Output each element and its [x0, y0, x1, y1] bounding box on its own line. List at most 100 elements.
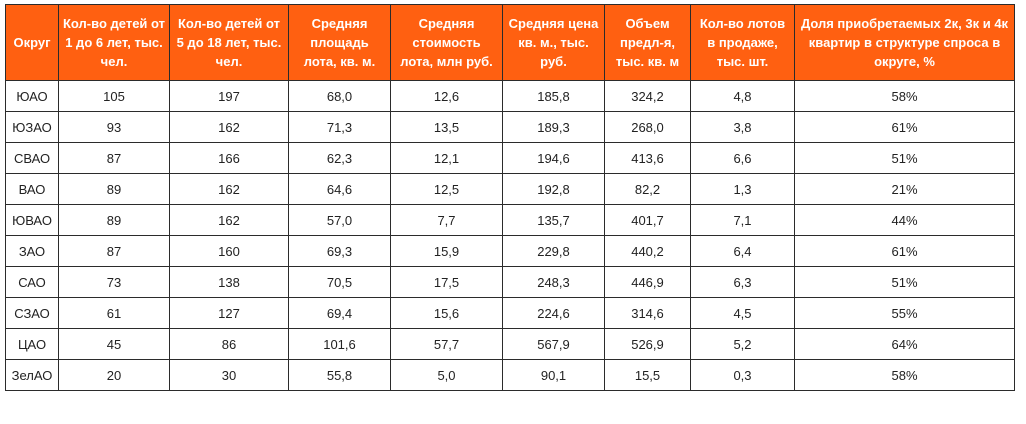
district-cell: ЮЗАО [5, 111, 59, 143]
children-1-6-cell: 87 [58, 235, 170, 267]
avg-lot-cost-cell: 5,0 [390, 359, 503, 391]
lots-for-sale-cell: 6,3 [690, 266, 795, 298]
children-5-18-cell: 166 [169, 142, 289, 174]
avg-lot-area-cell: 69,4 [288, 297, 391, 329]
table-row: ЮЗАО 93 162 71,3 13,5 189,3 268,0 3,8 61% [5, 111, 1015, 143]
demand-share-cell: 61% [794, 235, 1015, 267]
demand-share-cell: 55% [794, 297, 1015, 329]
table-row: ЦАО 45 86 101,6 57,7 567,9 526,9 5,2 64% [5, 328, 1015, 360]
table-row: ЮАО 105 197 68,0 12,6 185,8 324,2 4,8 58% [5, 80, 1015, 112]
supply-volume-cell: 268,0 [604, 111, 691, 143]
children-1-6-cell: 89 [58, 204, 170, 236]
supply-volume-cell: 314,6 [604, 297, 691, 329]
supply-volume-cell: 446,9 [604, 266, 691, 298]
supply-volume-cell: 401,7 [604, 204, 691, 236]
children-5-18-cell: 160 [169, 235, 289, 267]
district-cell: ВАО [5, 173, 59, 205]
children-5-18-cell: 30 [169, 359, 289, 391]
lots-for-sale-cell: 7,1 [690, 204, 795, 236]
demand-share-cell: 64% [794, 328, 1015, 360]
supply-volume-cell: 15,5 [604, 359, 691, 391]
supply-volume-cell: 440,2 [604, 235, 691, 267]
avg-lot-cost-cell: 7,7 [390, 204, 503, 236]
district-cell: ЦАО [5, 328, 59, 360]
table-row: ЮВАО 89 162 57,0 7,7 135,7 401,7 7,1 44% [5, 204, 1015, 236]
avg-lot-cost-cell: 13,5 [390, 111, 503, 143]
demand-share-cell: 58% [794, 80, 1015, 112]
avg-lot-area-cell: 71,3 [288, 111, 391, 143]
avg-price-sqm-cell: 189,3 [502, 111, 605, 143]
header-lots-for-sale: Кол-во лотов в продаже, тыс. шт. [690, 4, 795, 81]
avg-lot-cost-cell: 15,9 [390, 235, 503, 267]
district-cell: ЮАО [5, 80, 59, 112]
demand-share-cell: 61% [794, 111, 1015, 143]
header-children-1-6: Кол-во детей от 1 до 6 лет, тыс. чел. [58, 4, 170, 81]
lots-for-sale-cell: 4,8 [690, 80, 795, 112]
avg-price-sqm-cell: 224,6 [502, 297, 605, 329]
children-1-6-cell: 73 [58, 266, 170, 298]
district-cell: ЗАО [5, 235, 59, 267]
avg-price-sqm-cell: 185,8 [502, 80, 605, 112]
children-5-18-cell: 86 [169, 328, 289, 360]
avg-price-sqm-cell: 192,8 [502, 173, 605, 205]
avg-lot-cost-cell: 12,5 [390, 173, 503, 205]
lots-for-sale-cell: 4,5 [690, 297, 795, 329]
header-avg-lot-cost: Средняя стоимость лота, млн руб. [390, 4, 503, 81]
avg-lot-area-cell: 62,3 [288, 142, 391, 174]
children-5-18-cell: 197 [169, 80, 289, 112]
demand-share-cell: 58% [794, 359, 1015, 391]
header-demand-share: Доля приобретаемых 2к, 3к и 4к квартир в… [794, 4, 1015, 81]
supply-volume-cell: 82,2 [604, 173, 691, 205]
table-row: СЗАО 61 127 69,4 15,6 224,6 314,6 4,5 55% [5, 297, 1015, 329]
children-5-18-cell: 127 [169, 297, 289, 329]
demand-share-cell: 44% [794, 204, 1015, 236]
table-row: САО 73 138 70,5 17,5 248,3 446,9 6,3 51% [5, 266, 1015, 298]
avg-price-sqm-cell: 90,1 [502, 359, 605, 391]
avg-lot-area-cell: 70,5 [288, 266, 391, 298]
lots-for-sale-cell: 6,4 [690, 235, 795, 267]
demand-share-cell: 51% [794, 142, 1015, 174]
table-row: ВАО 89 162 64,6 12,5 192,8 82,2 1,3 21% [5, 173, 1015, 205]
supply-volume-cell: 324,2 [604, 80, 691, 112]
header-children-5-18: Кол-во детей от 5 до 18 лет, тыс. чел. [169, 4, 289, 81]
lots-for-sale-cell: 5,2 [690, 328, 795, 360]
avg-lot-cost-cell: 17,5 [390, 266, 503, 298]
avg-lot-cost-cell: 12,1 [390, 142, 503, 174]
avg-price-sqm-cell: 248,3 [502, 266, 605, 298]
table-row: ЗАО 87 160 69,3 15,9 229,8 440,2 6,4 61% [5, 235, 1015, 267]
district-cell: ЗелАО [5, 359, 59, 391]
avg-lot-cost-cell: 12,6 [390, 80, 503, 112]
header-supply-volume: Объем предл-я, тыс. кв. м [604, 4, 691, 81]
lots-for-sale-cell: 1,3 [690, 173, 795, 205]
header-avg-price-sqm: Средняя цена кв. м., тыс. руб. [502, 4, 605, 81]
children-1-6-cell: 61 [58, 297, 170, 329]
table-row: СВАО 87 166 62,3 12,1 194,6 413,6 6,6 51% [5, 142, 1015, 174]
demand-share-cell: 51% [794, 266, 1015, 298]
children-5-18-cell: 162 [169, 173, 289, 205]
district-cell: СЗАО [5, 297, 59, 329]
children-5-18-cell: 162 [169, 204, 289, 236]
avg-lot-area-cell: 64,6 [288, 173, 391, 205]
demand-share-cell: 21% [794, 173, 1015, 205]
lots-for-sale-cell: 6,6 [690, 142, 795, 174]
avg-lot-area-cell: 57,0 [288, 204, 391, 236]
district-cell: САО [5, 266, 59, 298]
table-header: Округ Кол-во детей от 1 до 6 лет, тыс. ч… [5, 4, 1015, 81]
children-1-6-cell: 89 [58, 173, 170, 205]
avg-price-sqm-cell: 229,8 [502, 235, 605, 267]
avg-lot-area-cell: 101,6 [288, 328, 391, 360]
table-body: ЮАО 105 197 68,0 12,6 185,8 324,2 4,8 58% ЮЗАО 93 1… [5, 80, 1015, 391]
avg-lot-cost-cell: 15,6 [390, 297, 503, 329]
district-cell: ЮВАО [5, 204, 59, 236]
children-1-6-cell: 87 [58, 142, 170, 174]
avg-price-sqm-cell: 567,9 [502, 328, 605, 360]
avg-lot-cost-cell: 57,7 [390, 328, 503, 360]
header-row: Округ Кол-во детей от 1 до 6 лет, тыс. ч… [5, 4, 1015, 81]
children-5-18-cell: 138 [169, 266, 289, 298]
supply-volume-cell: 413,6 [604, 142, 691, 174]
lots-for-sale-cell: 3,8 [690, 111, 795, 143]
district-statistics-table: Округ Кол-во детей от 1 до 6 лет, тыс. ч… [5, 4, 1015, 391]
avg-price-sqm-cell: 194,6 [502, 142, 605, 174]
avg-price-sqm-cell: 135,7 [502, 204, 605, 236]
header-district: Округ [5, 4, 59, 81]
